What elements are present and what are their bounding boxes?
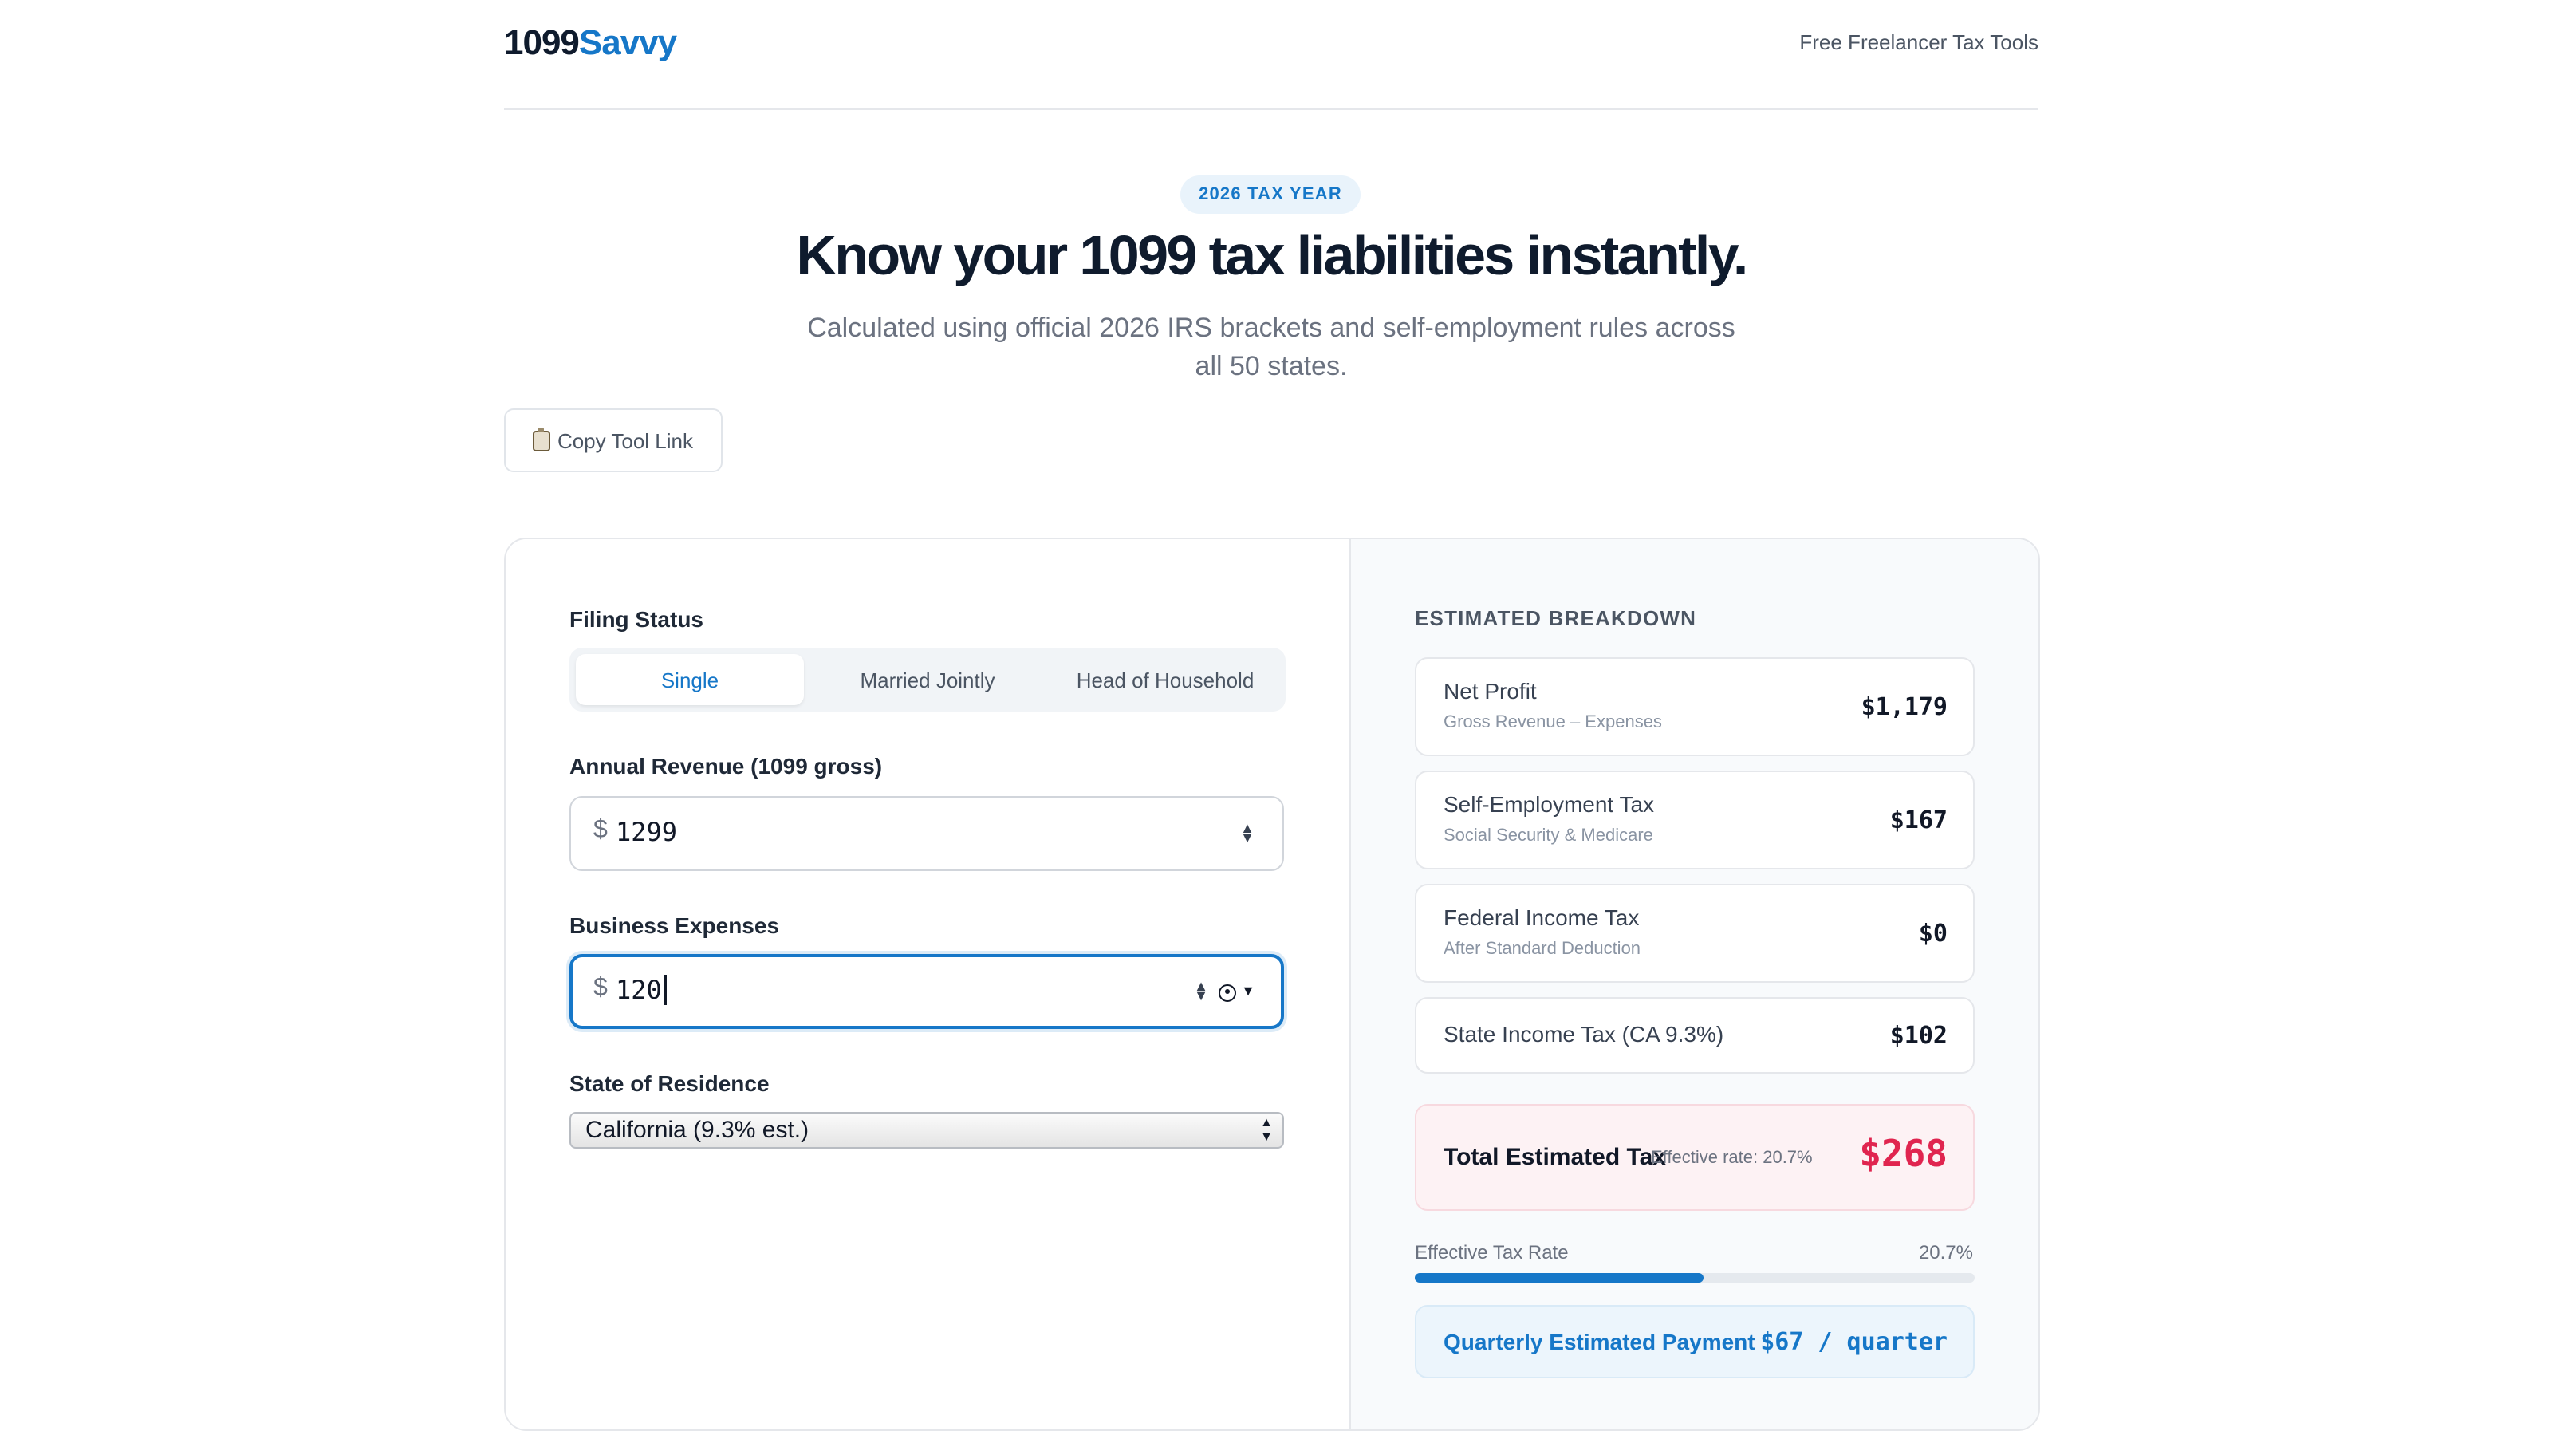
page-title: Know your 1099 tax liabilities instantly…	[796, 225, 1748, 287]
number-stepper-icon[interactable]: ▲ ▼	[1194, 978, 1208, 1003]
row-value: $102	[1889, 1021, 1948, 1050]
autofill-contact-icon[interactable]	[1219, 984, 1236, 1002]
logo-number: 1099	[504, 22, 580, 62]
effective-rate-label: Effective Tax Rate	[1415, 1241, 1569, 1263]
input-panel: Filing Status Single Married Jointly Hea…	[506, 539, 1348, 1429]
row-title: Net Profit	[1444, 678, 1537, 704]
currency-symbol: $	[593, 817, 608, 844]
total-value: $268	[1859, 1134, 1948, 1176]
filing-status-toggle: Single Married Jointly Head of Household	[569, 648, 1286, 712]
filing-option-married-jointly[interactable]: Married Jointly	[860, 668, 995, 692]
breakdown-row-federal-income-tax: Federal Income Tax After Standard Deduct…	[1415, 884, 1975, 983]
state-of-residence-label: State of Residence	[569, 1070, 770, 1096]
breakdown-row-self-employment-tax: Self-Employment Tax Social Security & Me…	[1415, 771, 1975, 869]
row-subtitle: Gross Revenue – Expenses	[1444, 713, 1662, 732]
nav-link-free-tools[interactable]: Free Freelancer Tax Tools	[1799, 30, 2038, 54]
effective-rate-bar-fill	[1415, 1273, 1704, 1283]
total-label: Total Estimated Tax	[1444, 1144, 1666, 1171]
row-title: Federal Income Tax	[1444, 905, 1640, 930]
quarterly-payment-card: Quarterly Estimated Payment $67 / quarte…	[1415, 1305, 1975, 1378]
annual-revenue-value: 1299	[616, 817, 678, 847]
annual-revenue-label: Annual Revenue (1099 gross)	[569, 753, 883, 779]
state-select-value: California (9.3% est.)	[585, 1117, 809, 1144]
row-value: $1,179	[1861, 692, 1948, 721]
header-divider	[504, 108, 2038, 110]
annual-revenue-input[interactable]: $ 1299 ▲ ▼	[569, 796, 1284, 871]
filing-option-head-of-household[interactable]: Head of Household	[1076, 668, 1255, 692]
page-subtitle: Calculated using official 2026 IRS brack…	[807, 313, 1735, 381]
total-effective-rate: Effective rate: 20.7%	[1651, 1149, 1813, 1168]
total-estimated-tax-card: Total Estimated Tax Effective rate: 20.7…	[1415, 1104, 1975, 1211]
copy-tool-link-label: Copy Tool Link	[557, 428, 694, 452]
quarterly-label: Quarterly Estimated Payment	[1444, 1329, 1755, 1354]
state-select[interactable]: California (9.3% est.) ▲ ▼	[569, 1112, 1284, 1149]
chevron-down-icon[interactable]: ▼	[1241, 983, 1255, 999]
select-arrows-icon: ▲ ▼	[1260, 1115, 1273, 1144]
breakdown-title: ESTIMATED BREAKDOWN	[1415, 606, 1697, 630]
row-title: Self-Employment Tax	[1444, 791, 1655, 817]
logo[interactable]: 1099Savvy	[504, 22, 677, 64]
effective-rate-bar	[1415, 1273, 1975, 1283]
breakdown-panel: ESTIMATED BREAKDOWN Net Profit Gross Rev…	[1349, 539, 2038, 1429]
clipboard-icon	[533, 427, 551, 451]
filing-option-single[interactable]: Single	[576, 654, 804, 705]
row-subtitle: After Standard Deduction	[1444, 940, 1641, 959]
row-title: State Income Tax (CA 9.3%)	[1444, 1021, 1724, 1047]
row-subtitle: Social Security & Medicare	[1444, 826, 1653, 846]
currency-symbol: $	[593, 975, 608, 1002]
calculator-card: Filing Status Single Married Jointly Hea…	[504, 538, 2040, 1431]
effective-rate-value: 20.7%	[1918, 1241, 1973, 1263]
logo-brand: Savvy	[578, 22, 677, 62]
breakdown-row-state-income-tax: State Income Tax (CA 9.3%) $102	[1415, 997, 1975, 1074]
number-stepper-icon[interactable]: ▲ ▼	[1240, 820, 1255, 846]
quarterly-value: $67 / quarter	[1760, 1327, 1948, 1356]
business-expenses-label: Business Expenses	[569, 913, 780, 938]
breakdown-row-net-profit: Net Profit Gross Revenue – Expenses $1,1…	[1415, 657, 1975, 756]
filing-status-label: Filing Status	[569, 606, 703, 632]
business-expenses-value: 120	[616, 975, 662, 1005]
row-value: $0	[1918, 919, 1948, 948]
row-value: $167	[1889, 806, 1948, 834]
copy-tool-link-button[interactable]: Copy Tool Link	[504, 408, 723, 472]
business-expenses-input[interactable]: $ 120 ▲ ▼ ▼	[569, 954, 1284, 1029]
text-caret	[663, 975, 667, 1005]
tax-year-badge: 2026 TAX YEAR	[1180, 175, 1361, 214]
